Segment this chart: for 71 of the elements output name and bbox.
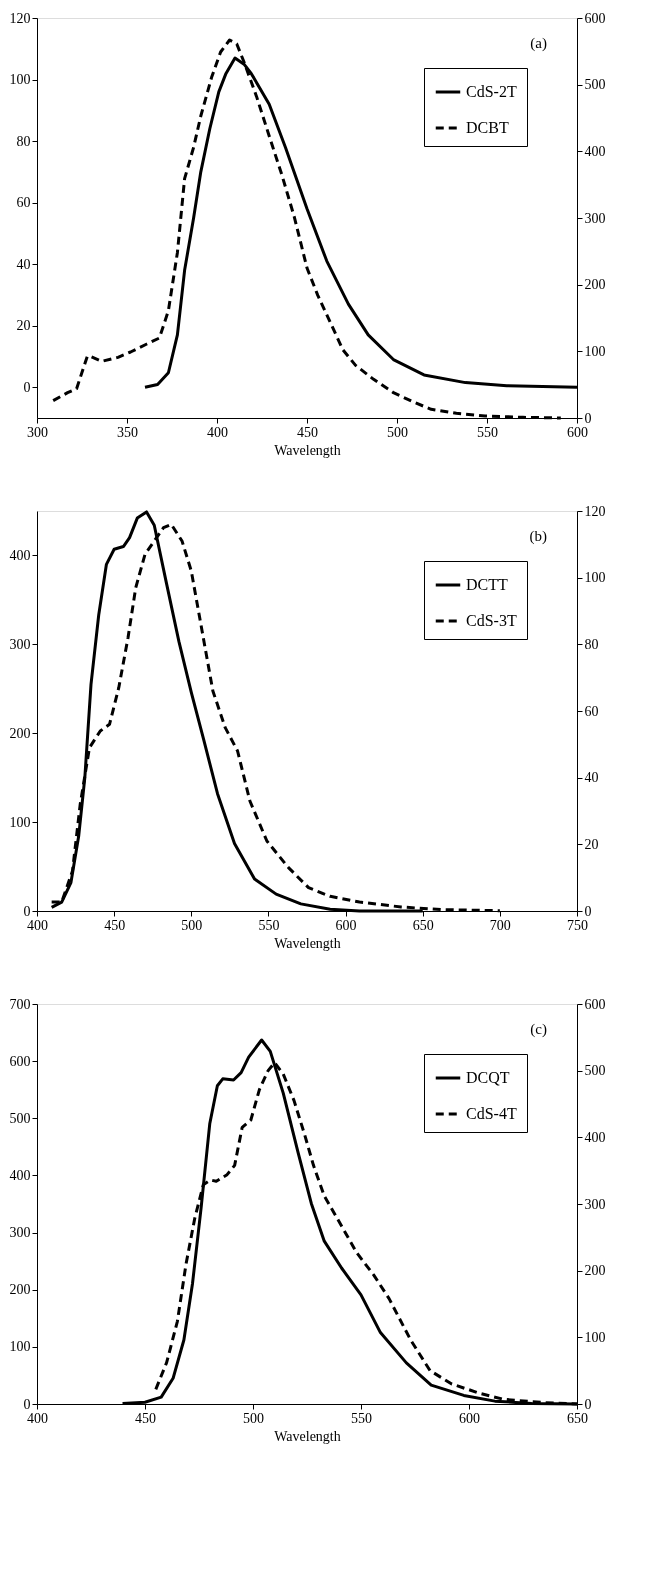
y2-tick-label: 500	[584, 1063, 606, 1079]
legend-label: CdS-4T	[466, 1105, 517, 1122]
y2-tick-label: 80	[584, 636, 599, 652]
y-tick-label: 0	[23, 1396, 31, 1412]
y2-tick-label: 600	[584, 10, 606, 26]
y-tick-label: 300	[9, 1225, 31, 1241]
y-tick-label: 60	[16, 195, 31, 211]
x-axis-title: Wavelength	[274, 935, 341, 951]
y-tick-label: 100	[9, 814, 31, 830]
annotation: (c)	[530, 1021, 547, 1038]
annotation: (a)	[530, 35, 547, 52]
y2-tick-label: 20	[584, 836, 599, 852]
x-tick-label: 550	[477, 424, 498, 440]
x-tick-label: 400	[207, 424, 228, 440]
y-tick-label: 400	[9, 1167, 31, 1183]
x-tick-label: 600	[459, 1410, 480, 1426]
x-tick-label: 500	[387, 424, 408, 440]
y-tick-label: 80	[16, 133, 31, 149]
y2-tick-label: 200	[584, 277, 606, 293]
y2-tick-label: 60	[584, 703, 599, 719]
legend-label: CdS-2T	[466, 83, 517, 100]
legend-label: DCBT	[466, 119, 509, 136]
y-tick-label: 120	[9, 10, 31, 26]
y2-tick-label: 200	[584, 1263, 606, 1279]
annotation: (b)	[529, 528, 547, 545]
x-tick-label: 700	[489, 917, 511, 933]
y2-tick-label: 400	[584, 143, 606, 159]
x-tick-label: 450	[297, 424, 318, 440]
x-tick-label: 450	[104, 917, 126, 933]
x-tick-label: 350	[117, 424, 138, 440]
y2-tick-label: 300	[584, 1196, 606, 1212]
legend-label: DCTT	[466, 576, 508, 593]
x-tick-label: 550	[258, 917, 280, 933]
y2-tick-label: 600	[584, 996, 606, 1012]
y-tick-label: 100	[9, 72, 31, 88]
y2-tick-label: 40	[584, 770, 599, 786]
x-tick-label: 500	[243, 1410, 264, 1426]
y2-tick-label: 0	[584, 1396, 592, 1412]
y-tick-label: 0	[23, 903, 31, 919]
y2-tick-label: 0	[584, 410, 592, 426]
y2-tick-label: 0	[584, 903, 592, 919]
y2-tick-label: 300	[584, 210, 606, 226]
x-axis-title: Wavelength	[274, 1428, 341, 1444]
y2-tick-label: 500	[584, 77, 606, 93]
x-tick-label: 650	[412, 917, 434, 933]
y-tick-label: 300	[9, 636, 31, 652]
y-tick-label: 400	[9, 547, 31, 563]
legend-label: CdS-3T	[466, 612, 517, 629]
x-tick-label: 650	[567, 1410, 588, 1426]
y-tick-label: 20	[16, 318, 31, 334]
x-tick-label: 600	[567, 424, 588, 440]
legend-label: DCQT	[466, 1069, 510, 1086]
y-tick-label: 200	[9, 725, 31, 741]
y2-tick-label: 100	[584, 570, 606, 586]
x-tick-label: 750	[567, 917, 588, 933]
y2-tick-label: 400	[584, 1129, 606, 1145]
x-tick-label: 450	[135, 1410, 156, 1426]
y-tick-label: 100	[9, 1339, 31, 1355]
y-tick-label: 500	[9, 1110, 31, 1126]
y-tick-label: 40	[16, 256, 31, 272]
x-axis-title: Wavelength	[274, 442, 341, 458]
y2-tick-label: 100	[584, 1329, 606, 1345]
y-tick-label: 0	[23, 379, 31, 395]
y2-tick-label: 100	[584, 343, 606, 359]
y-tick-label: 200	[9, 1282, 31, 1298]
y-tick-label: 600	[9, 1053, 31, 1069]
x-tick-label: 550	[351, 1410, 372, 1426]
y2-tick-label: 120	[584, 503, 606, 519]
x-tick-label: 500	[181, 917, 203, 933]
x-tick-label: 600	[335, 917, 357, 933]
y-tick-label: 700	[9, 996, 31, 1012]
